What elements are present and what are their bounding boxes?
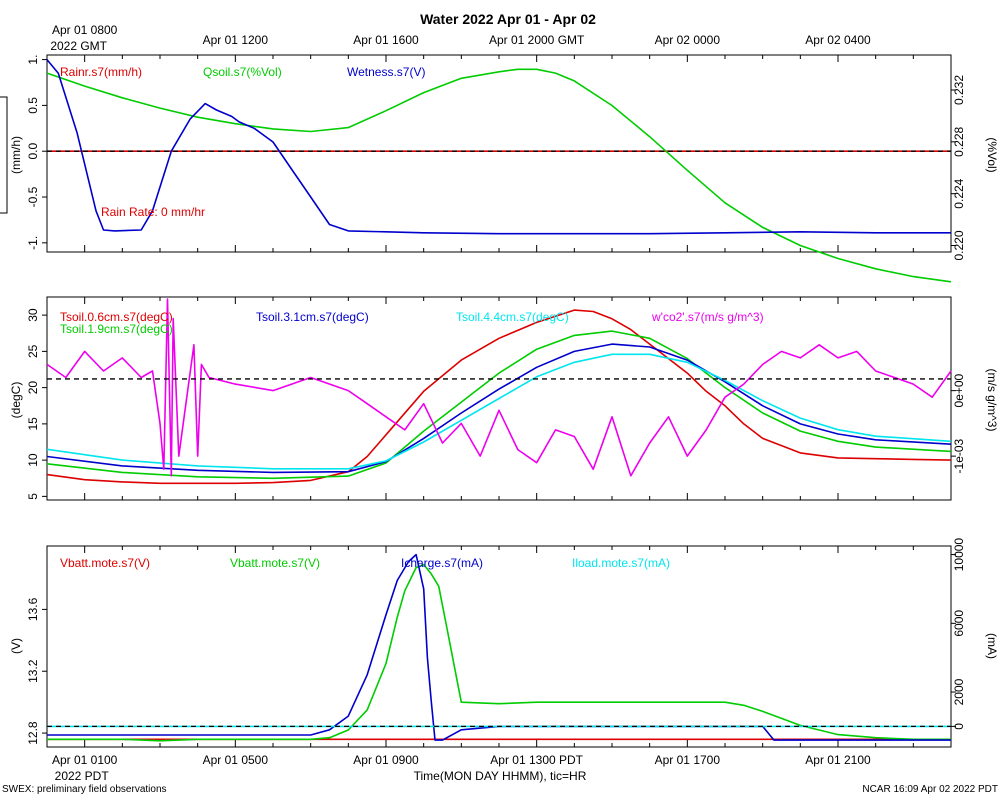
top-time-axis: Apr 01 0800 2022 GMT Apr 01 1200 Apr 01 160… — [50, 23, 871, 53]
bottom-time-tick-label: Apr 01 2100 — [805, 753, 871, 767]
series-line — [46, 330, 952, 480]
y-right-tick-label: 0 — [952, 723, 966, 730]
panel-water-top-ticks — [46, 55, 952, 252]
series-label-tsoil-4.4cm: Tsoil.4.4cm.s7(degC) — [456, 310, 569, 324]
footer-left: SWEX: preliminary field observations — [2, 784, 167, 795]
y-right-tick-label: 0.220 — [952, 230, 966, 260]
series-label-rainr: Rainr.s7(mm/h) — [60, 65, 142, 79]
series-line — [47, 553, 951, 741]
legend-bracket — [0, 96, 8, 214]
y-right-tick-label: 0e+00 — [952, 373, 966, 407]
time-axis-label: Time(MON DAY HHMM), tic=HR — [414, 769, 587, 783]
bottom-time-tick-label: Apr 01 0900 — [353, 753, 419, 767]
bottom-time-axis: Apr 01 0100 2022 PDT Apr 01 0500 Apr 01 090… — [52, 753, 871, 783]
panel-water-right-axis: 0.220 0.224 0.228 0.232 — [951, 75, 966, 261]
y-left-tick-label: 13.6 — [26, 597, 40, 621]
series-line — [46, 343, 952, 474]
panel-power-ylabel-right: (mA) — [985, 633, 999, 659]
panel-power-top-ticks — [46, 546, 952, 747]
bottom-time-tick-label: Apr 01 0100 — [52, 753, 118, 767]
panel-soil-top-ticks — [46, 297, 952, 500]
top-time-tick-label: Apr 02 0000 — [655, 33, 721, 47]
panel-soil-series — [46, 298, 952, 485]
panel-power-frame — [46, 545, 952, 748]
series-line — [46, 309, 952, 485]
y-left-tick-label: -0.5 — [26, 186, 40, 207]
top-time-tick-label: 2022 GMT — [50, 39, 107, 53]
panel-soil-ylabel-left: (degC) — [9, 382, 23, 419]
top-time-tick-label: Apr 02 0400 — [805, 33, 871, 47]
rain-rate-annotation: Rain Rate: 0 mm/hr — [101, 205, 205, 219]
series-label-qsoil: Qsoil.s7(%Vol) — [203, 65, 282, 79]
panel-water: 1. 0.5 0.0 -0.5 -1. 0.220 0.224 0.228 0.232 Rai… — [0, 54, 999, 283]
y-left-tick-label: 13.2 — [26, 659, 40, 683]
y-left-tick-label: 25 — [26, 344, 40, 358]
y-right-tick-label: 0.228 — [952, 126, 966, 156]
panel-soil-temperature: 5 10 15 20 25 30 0e+00 -1e-03 Tsoil.0.6cm.s7(d… — [9, 296, 999, 501]
y-left-tick-label: 1. — [26, 55, 40, 65]
series-label-iload: Iload.mote.s7(mA) — [572, 556, 670, 570]
y-left-tick-label: 20 — [26, 381, 40, 395]
y-left-tick-label: 5 — [26, 493, 40, 500]
panel-soil-left-axis: 5 10 15 20 25 30 — [26, 308, 47, 500]
series-label-tsoil-1.9cm: Tsoil.1.9cm.s7(degC) — [60, 322, 173, 336]
series-label-wetness: Wetness.s7(V) — [347, 65, 425, 79]
y-left-tick-label: -1. — [26, 236, 40, 250]
y-left-tick-label: 30 — [26, 308, 40, 322]
series-line — [47, 563, 951, 742]
series-line — [46, 353, 952, 470]
bottom-time-tick-label: Apr 01 1300 PDT — [490, 753, 583, 767]
y-left-tick-label: 15 — [26, 417, 40, 431]
panel-power-left-axis: 12.8 13.2 13.6 — [26, 597, 47, 745]
bottom-time-tick-label: 2022 PDT — [55, 769, 110, 783]
series-label-vbatt-red: Vbatt.mote.s7(V) — [60, 556, 150, 570]
series-label-tsoil-3.1cm: Tsoil.3.1cm.s7(degC) — [256, 310, 369, 324]
y-left-tick-label: 12.8 — [26, 721, 40, 745]
y-right-tick-label: -1e-03 — [952, 438, 966, 473]
series-label-icharge: Icharge.s7(mA) — [401, 556, 483, 570]
panel-water-frame — [46, 54, 952, 253]
panel-soil-right-axis: 0e+00 -1e-03 — [951, 373, 966, 473]
top-time-tick-label: Apr 01 0800 — [52, 23, 118, 37]
series-label-vbatt-green: Vbatt.mote.s7(V) — [230, 556, 320, 570]
series-label-wco2: w'co2'.s7(m/s g/m^3) — [651, 310, 764, 324]
top-time-tick-label: Apr 01 1200 — [203, 33, 269, 47]
top-time-tick-label: Apr 01 1600 — [353, 33, 419, 47]
panel-soil-ylabel-right: (m/s g/m^3) — [985, 369, 999, 432]
bottom-time-tick-label: Apr 01 0500 — [203, 753, 269, 767]
panel-power-ylabel-left: (V) — [9, 638, 23, 654]
series-line — [46, 298, 952, 477]
panel-water-series — [46, 59, 952, 283]
y-left-tick-label: 10 — [26, 453, 40, 467]
panel-water-left-axis: 1. 0.5 0.0 -0.5 -1. — [26, 55, 47, 250]
series-label-tsoil-0.6cm: Tsoil.0.6cm.s7(degC) — [60, 310, 173, 324]
series-line — [46, 59, 951, 235]
panel-power-series — [47, 553, 951, 742]
footer-right: NCAR 16:09 Apr 02 2022 PDT — [862, 784, 998, 795]
bottom-time-tick-label: Apr 01 1700 — [655, 753, 721, 767]
panel-water-ylabel-right: (%Vol) — [985, 137, 999, 172]
y-right-tick-label: 0.232 — [952, 75, 966, 105]
y-left-tick-label: 0.0 — [26, 143, 40, 160]
panel-power: 12.8 13.2 13.6 0 2000 6000 10000 Vbatt.mote.s… — [9, 538, 999, 748]
y-right-tick-label: 2000 — [952, 678, 966, 705]
y-left-tick-label: 0.5 — [26, 97, 40, 114]
top-time-tick-label: Apr 01 2000 GMT — [489, 33, 585, 47]
panel-power-right-axis: 0 2000 6000 10000 — [951, 538, 966, 730]
panel-water-ylabel-left: (mm/h) — [9, 136, 23, 174]
series-line — [46, 68, 952, 283]
y-right-tick-label: 6000 — [952, 610, 966, 637]
y-right-tick-label: 0.224 — [952, 178, 966, 208]
y-right-tick-label: 10000 — [952, 538, 966, 572]
chart-title: Water 2022 Apr 01 - Apr 02 — [420, 11, 596, 27]
